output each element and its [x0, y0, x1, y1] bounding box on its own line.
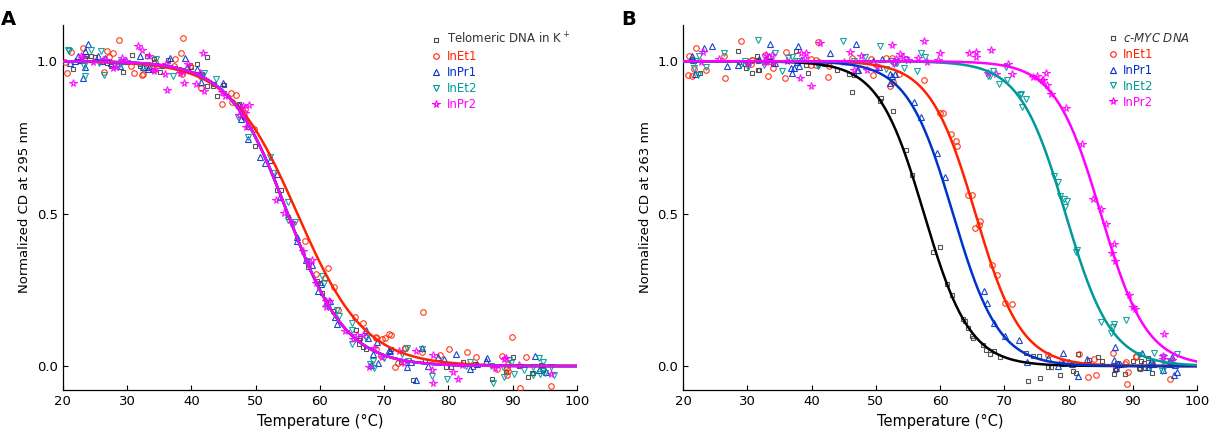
X-axis label: Temperature (°C): Temperature (°C): [256, 414, 383, 429]
Y-axis label: Normalized CD at 263 nm: Normalized CD at 263 nm: [639, 121, 652, 293]
X-axis label: Temperature (°C): Temperature (°C): [877, 414, 1004, 429]
Y-axis label: Normalized CD at 295 nm: Normalized CD at 295 nm: [18, 121, 32, 293]
Legend: $\mathit{c}$-$\mathit{MYC}$ $\mathit{DNA}$, InEt1, InPr1, InEt2, InPr2: $\mathit{c}$-$\mathit{MYC}$ $\mathit{DNA…: [1101, 27, 1195, 113]
Text: A: A: [1, 10, 16, 29]
Text: B: B: [621, 10, 636, 29]
Legend: Telomeric DNA in K$^+$, InEt1, InPr1, InEt2, InPr2: Telomeric DNA in K$^+$, InEt1, InPr1, In…: [425, 27, 575, 116]
